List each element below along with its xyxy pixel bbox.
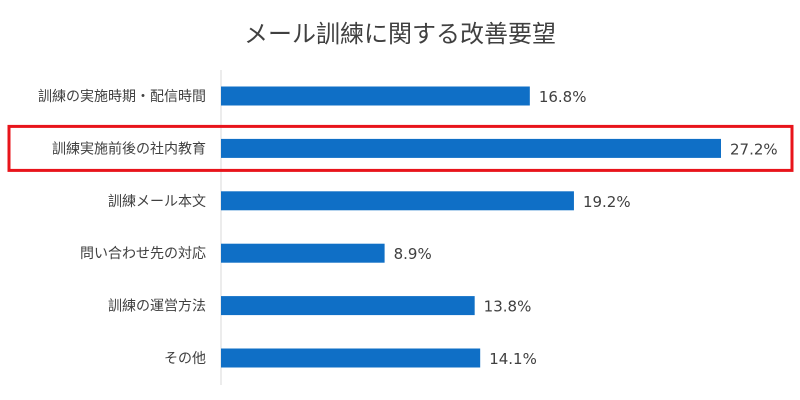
highlight-box — [7, 124, 794, 172]
category-label: 訓練の実施時期・配信時間 — [38, 89, 206, 105]
category-label: その他 — [164, 351, 206, 367]
bar — [221, 138, 721, 158]
chart-title: メール訓練に関する改善要望 — [244, 20, 556, 48]
bar — [221, 296, 475, 316]
data-label: 13.8% — [484, 298, 532, 316]
category-label: 訓練実施前後の社内教育 — [52, 140, 206, 157]
data-label: 14.1% — [489, 350, 537, 368]
data-label: 19.2% — [583, 193, 631, 211]
bar — [221, 86, 530, 106]
category-label: 問い合わせ先の対応 — [80, 246, 206, 262]
category-label: 訓練の運営方法 — [108, 299, 206, 315]
bar — [221, 191, 574, 211]
bar — [221, 243, 385, 263]
bar — [221, 348, 481, 368]
data-label: 27.2% — [730, 140, 778, 158]
data-label: 8.9% — [394, 245, 432, 263]
category-label: 訓練メール本文 — [108, 194, 206, 210]
data-label: 16.8% — [539, 88, 587, 106]
